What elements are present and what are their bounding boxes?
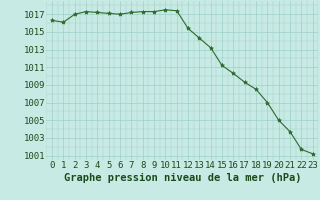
X-axis label: Graphe pression niveau de la mer (hPa): Graphe pression niveau de la mer (hPa) xyxy=(64,173,301,183)
